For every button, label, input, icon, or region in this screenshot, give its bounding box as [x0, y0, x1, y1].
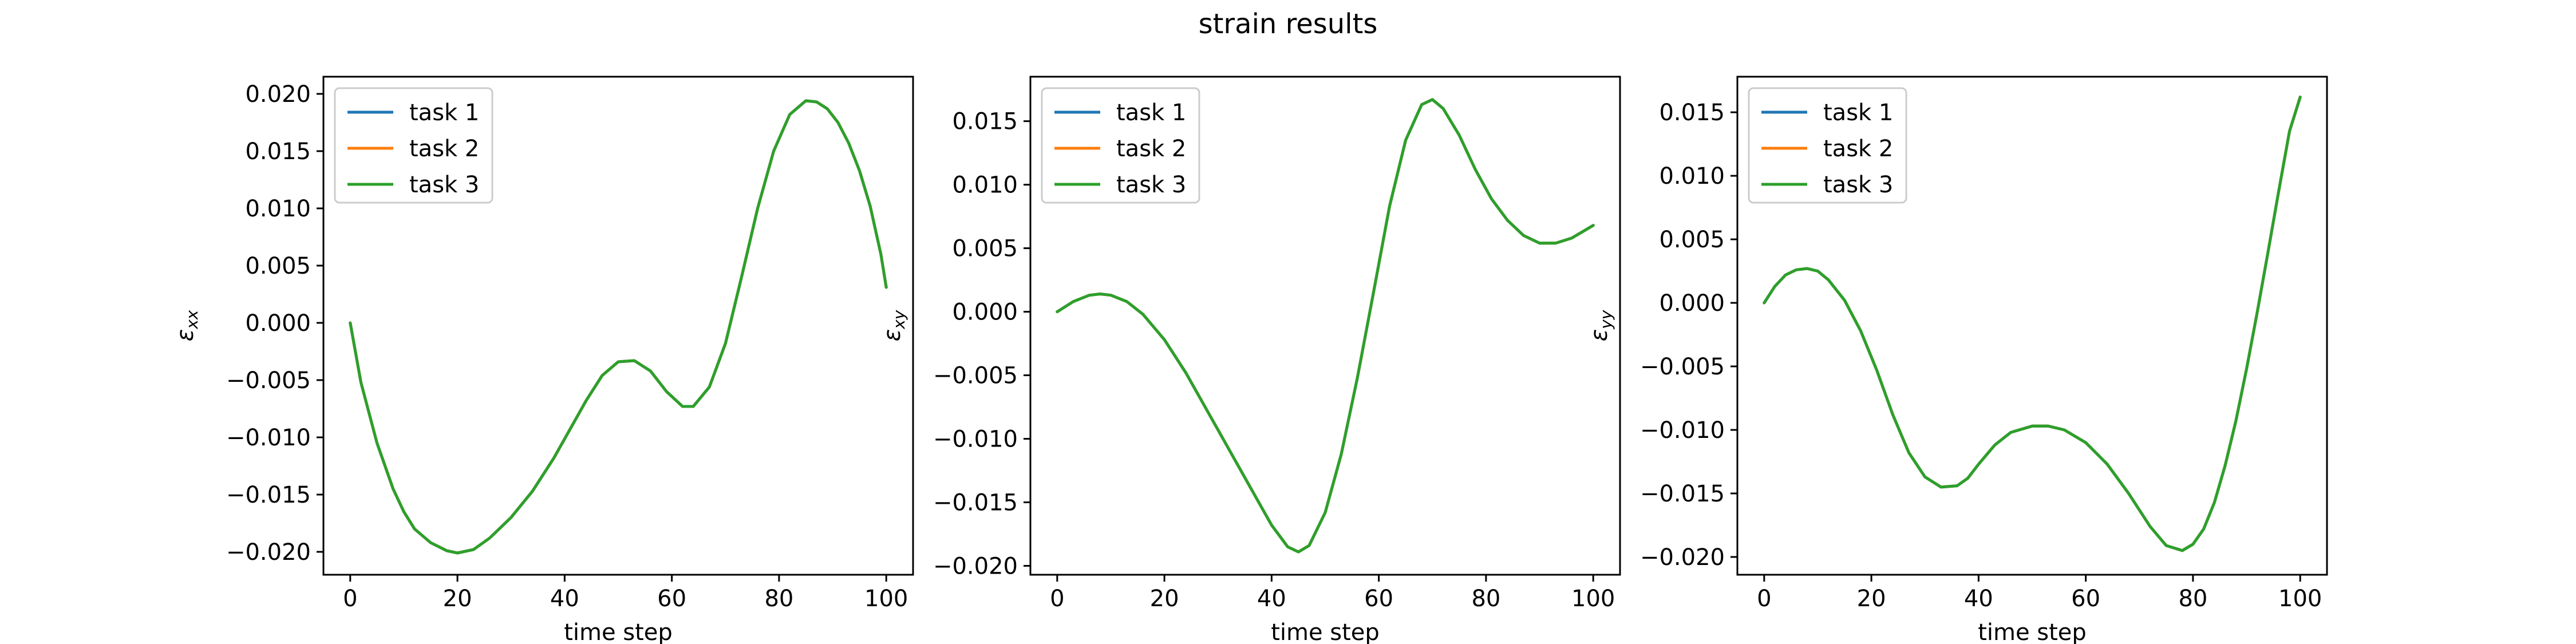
y-axis-label-subscript: yy	[1597, 310, 1615, 330]
legend-label-task-2: task 2	[1823, 136, 1893, 162]
x-tick-label: 0	[1757, 586, 1771, 612]
y-tick-label: 0.000	[1659, 290, 1725, 317]
legend-label-task-1: task 1	[1823, 100, 1893, 126]
y-axis-label: εxx	[172, 310, 202, 341]
x-tick-label: 100	[2278, 586, 2322, 612]
legend-box	[334, 87, 493, 204]
axes-frame	[1029, 76, 1621, 576]
y-axis-label-subscript: xy	[890, 310, 908, 330]
y-tick-label: −0.005	[226, 368, 311, 394]
x-tick-label: 80	[2178, 586, 2207, 612]
legend-label-task-3: task 3	[1116, 172, 1186, 198]
legend-label-task-1: task 1	[1116, 100, 1186, 126]
y-tick-label: 0.010	[245, 196, 311, 222]
axes-frame	[322, 76, 914, 576]
y-tick-label: 0.010	[952, 172, 1018, 199]
series-line-task-3	[349, 99, 888, 555]
x-tick-label: 60	[657, 586, 686, 612]
x-tick-label: 20	[443, 586, 472, 612]
y-tick-label: 0.005	[1659, 227, 1725, 253]
x-tick-label: 0	[343, 586, 357, 612]
y-tick-label: 0.010	[1659, 163, 1725, 189]
subplot-exy: 0 20 40 60 80 100 −0.020 −0.015 −0.010 −0.005 0.00…	[879, 76, 1621, 644]
figure-title: strain results	[1199, 8, 1378, 40]
y-tick-label: 0.000	[245, 310, 311, 337]
x-tick-label: 60	[2071, 586, 2100, 612]
series-lines-eyy	[1763, 96, 2302, 552]
y-tick-label: −0.010	[1640, 417, 1725, 444]
legend: task 1 task 2 task 3	[334, 87, 493, 204]
x-tick-label: 40	[1964, 586, 1993, 612]
x-axis-label: time step	[1271, 619, 1380, 644]
y-tick-label: −0.005	[933, 363, 1018, 389]
x-tick-label: 40	[1257, 586, 1286, 612]
y-tick-label: −0.020	[1640, 544, 1725, 571]
legend: task 1 task 2 task 3	[1041, 87, 1200, 204]
y-axis-label-symbol: ε	[879, 329, 906, 342]
series-lines-exy	[1056, 98, 1595, 554]
legend-label-task-2: task 2	[1116, 136, 1186, 162]
x-tick-label: 100	[864, 586, 908, 612]
series-line-task-3	[1056, 98, 1595, 554]
axes-frame	[1736, 76, 2328, 576]
y-tick-label: 0.005	[952, 236, 1018, 262]
x-tick-label: 80	[1471, 586, 1500, 612]
y-axis-label: εyy	[1586, 310, 1615, 341]
x-tick-label: 80	[764, 586, 793, 612]
x-axis-label: time step	[564, 619, 673, 644]
subplot-eyy: 0 20 40 60 80 100 −0.020 −0.015 −0.010 −0.005 0.00…	[1586, 76, 2328, 644]
x-tick-label: 0	[1050, 586, 1064, 612]
y-axis-label: εxy	[879, 310, 908, 341]
y-tick-label: 0.015	[245, 139, 311, 165]
y-tick-label: −0.020	[226, 539, 311, 566]
y-tick-label: 0.020	[245, 81, 311, 108]
y-axis-label-symbol: ε	[172, 329, 199, 342]
x-axis-label: time step	[1978, 619, 2087, 644]
x-tick-label: 40	[550, 586, 579, 612]
y-tick-label: 0.000	[952, 299, 1018, 326]
legend-label-task-3: task 3	[409, 172, 479, 198]
series-lines-exx	[349, 99, 888, 555]
legend-label-task-3: task 3	[1823, 172, 1893, 198]
y-tick-label: 0.005	[245, 253, 311, 279]
y-axis-label-symbol: ε	[1586, 329, 1613, 342]
y-tick-label: 0.015	[952, 109, 1018, 135]
y-tick-label: −0.015	[933, 489, 1018, 516]
legend-box	[1748, 87, 1907, 204]
y-tick-label: −0.015	[1640, 481, 1725, 507]
x-tick-label: 20	[1150, 586, 1179, 612]
legend-box	[1041, 87, 1200, 204]
y-tick-label: −0.020	[933, 553, 1018, 579]
legend-label-task-1: task 1	[409, 100, 479, 126]
y-tick-label: 0.015	[1659, 100, 1725, 126]
y-axis-label-subscript: xx	[183, 310, 202, 330]
y-tick-label: −0.005	[1640, 354, 1725, 380]
x-tick-label: 100	[1571, 586, 1615, 612]
legend: task 1 task 2 task 3	[1748, 87, 1907, 204]
x-tick-label: 60	[1364, 586, 1393, 612]
series-line-task-3	[1763, 96, 2302, 552]
legend-label-task-2: task 2	[409, 136, 479, 162]
y-tick-label: −0.010	[933, 426, 1018, 453]
y-tick-label: −0.010	[226, 425, 311, 451]
x-tick-label: 20	[1857, 586, 1886, 612]
subplot-exx: 0 20 40 60 80 100 −0.020 −0.015 −0.010 −0.005 0.00…	[172, 76, 914, 644]
y-tick-label: −0.015	[226, 482, 311, 508]
